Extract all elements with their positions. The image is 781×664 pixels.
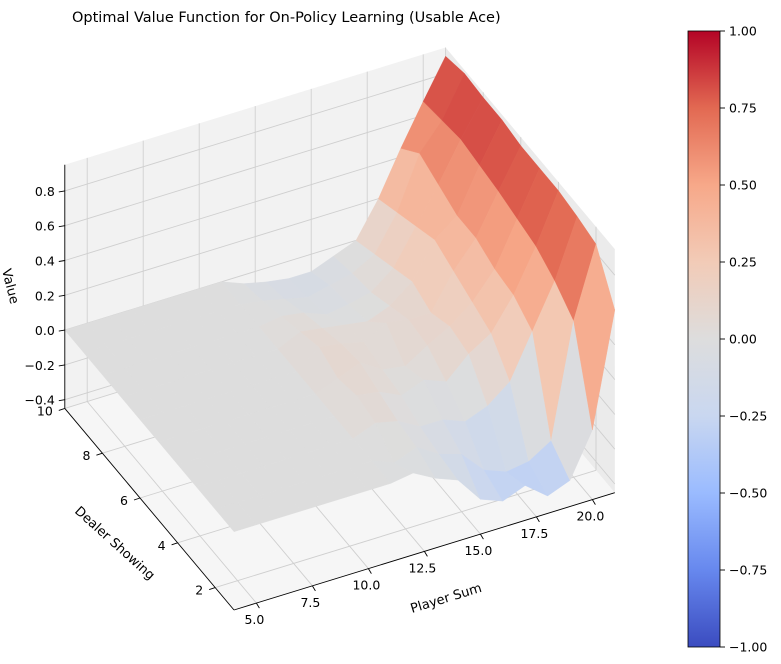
grid-line — [64, 142, 446, 261]
grid-line — [215, 469, 597, 589]
chart-title: Optimal Value Function for On-Policy Lea… — [72, 10, 501, 26]
x-tick-label: 5.0 — [244, 612, 264, 627]
z-tick-mark — [58, 260, 65, 262]
surface-patch — [573, 243, 616, 431]
x-axis-label: Player Sum — [409, 581, 484, 617]
z-tick-label: −0.4 — [24, 393, 54, 408]
x-tick-label: 7.5 — [300, 595, 320, 610]
z-tick-label: 0.6 — [35, 219, 55, 234]
y-axis-label: Dealer Showing — [71, 504, 157, 584]
z-axis-label: Value — [0, 267, 21, 305]
y-tick-mark — [58, 407, 65, 411]
colorbar-tick-label: −0.50 — [729, 486, 767, 501]
x-tick-label: 12.5 — [408, 560, 436, 575]
z-tick-label: −0.2 — [24, 358, 54, 373]
x-tick-mark — [592, 499, 596, 505]
colorbar-ticks: 1.00 0.75 0.50 0.25 0.00 −0.25 −0.50 −0.75 −1.00 — [720, 24, 767, 655]
y-tick-label: 4 — [158, 538, 166, 553]
z-tick-mark — [58, 329, 65, 332]
x-tick-label: 17.5 — [520, 526, 548, 541]
x-tick-mark — [480, 533, 484, 540]
grid-line — [64, 73, 446, 192]
y-axis-ticks: 2 4 6 8 10 — [37, 403, 216, 598]
z-tick-label: 0.0 — [35, 323, 55, 338]
z-tick-mark — [58, 294, 65, 297]
z-tick-mark — [58, 364, 65, 367]
colorbar-tick-label: 1.00 — [729, 24, 757, 39]
x-tick-mark — [312, 585, 316, 592]
grid-line — [64, 107, 446, 227]
colorbar-tick-label: 0.00 — [729, 332, 757, 347]
z-tick-mark — [58, 190, 65, 193]
colorbar-tick-label: −0.75 — [729, 563, 767, 578]
x-tick-mark — [368, 568, 372, 574]
surface-plot — [64, 55, 616, 532]
z-tick-mark — [58, 225, 65, 228]
grid-line — [86, 401, 257, 604]
x-tick-mark — [424, 551, 428, 557]
y-axis-line — [64, 408, 235, 611]
colorbar-tick-label: 0.50 — [729, 178, 757, 193]
colorbar-tick-label: 0.25 — [729, 255, 757, 270]
x-tick-label: 15.0 — [464, 543, 492, 558]
x-tick-label: 20.0 — [576, 509, 604, 524]
y-tick-mark — [171, 542, 178, 546]
z-tick-label: 0.8 — [35, 184, 55, 199]
x-tick-label: 10.0 — [352, 578, 380, 593]
y-tick-mark — [133, 497, 141, 501]
y-tick-mark — [209, 587, 216, 591]
colorbar-tick-label: −1.00 — [729, 640, 767, 655]
y-tick-mark — [96, 452, 103, 456]
z-tick-label: 0.4 — [35, 254, 55, 269]
colorbar-tick-label: −0.25 — [729, 409, 767, 424]
x-axis-ticks: 5.0 7.5 10.0 12.5 15.0 17.5 20.0 — [244, 499, 604, 627]
y-tick-label: 10 — [37, 403, 53, 418]
z-axis-ticks: −0.4 −0.2 0.0 0.2 0.4 0.6 0.8 — [24, 184, 65, 408]
y-tick-label: 8 — [82, 448, 90, 463]
colorbar — [687, 30, 721, 648]
x-tick-mark — [536, 516, 540, 523]
z-tick-mark — [58, 399, 65, 402]
colorbar-tick-label: 0.75 — [729, 101, 757, 116]
x-tick-mark — [256, 602, 260, 609]
z-tick-label: 0.2 — [35, 288, 55, 303]
y-tick-label: 2 — [195, 583, 203, 598]
y-tick-label: 6 — [120, 493, 128, 508]
